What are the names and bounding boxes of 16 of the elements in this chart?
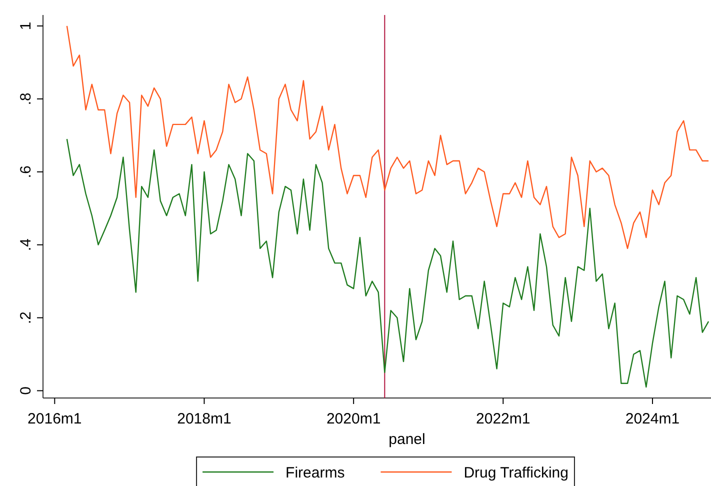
x-tick-label: 2018m1 (177, 410, 232, 428)
x-tick-label: 2016m1 (28, 410, 82, 428)
y-tick-label: .8 (17, 92, 34, 106)
legend-label: Firearms (286, 464, 345, 482)
x-tick-label: 2020m1 (326, 410, 381, 428)
x-tick-label: 2024m1 (625, 410, 680, 428)
line-series (66, 25, 710, 250)
line-series (66, 138, 710, 388)
legend-label: Drug Trafficking (464, 464, 568, 482)
y-tick-label: 0 (17, 386, 34, 395)
y-tick-label: .6 (17, 166, 34, 178)
y-tick-label: .2 (17, 311, 34, 324)
x-axis-title: panel (388, 431, 426, 448)
y-tick-label: .4 (17, 238, 34, 252)
x-tick-label: 2022m1 (476, 410, 530, 428)
y-tick-label: 1 (17, 22, 34, 30)
